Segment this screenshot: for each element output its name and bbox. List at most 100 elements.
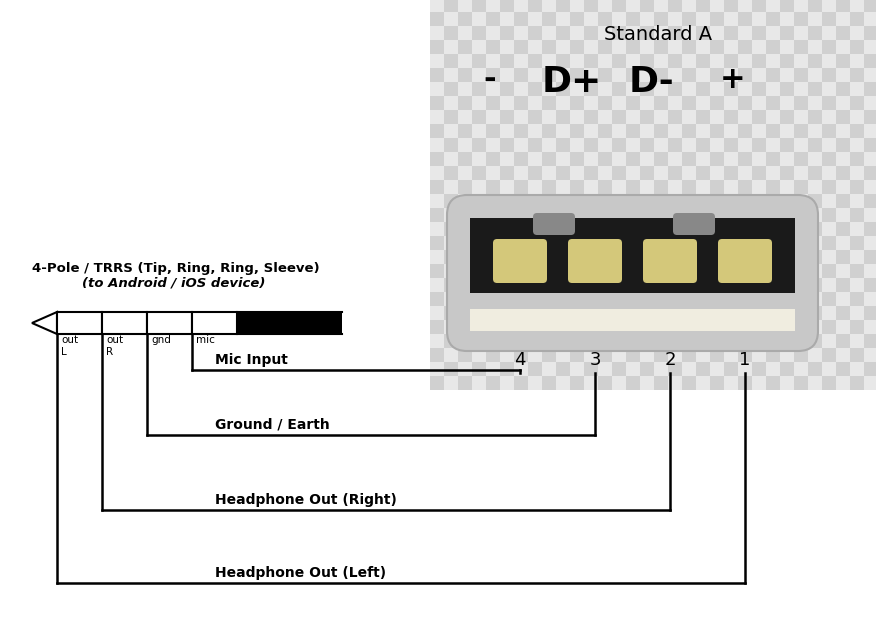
Bar (836, 138, 850, 152)
Bar (458, 376, 472, 390)
Bar (766, 12, 780, 26)
Bar (850, 292, 864, 306)
Bar (542, 264, 556, 278)
Bar (808, 96, 822, 110)
Bar (696, 278, 710, 292)
Bar (598, 362, 612, 376)
Bar (500, 12, 514, 26)
Bar (822, 376, 836, 390)
Bar (458, 194, 472, 208)
Bar (584, 236, 598, 250)
Bar (696, 250, 710, 264)
Bar (668, 376, 682, 390)
Bar (682, 0, 696, 12)
Bar (612, 26, 626, 40)
Bar (710, 292, 724, 306)
Bar (710, 110, 724, 124)
Bar (514, 54, 528, 68)
Bar (472, 12, 486, 26)
Bar (794, 306, 808, 320)
Bar (850, 306, 864, 320)
Bar (710, 222, 724, 236)
Bar (598, 194, 612, 208)
Bar (738, 362, 752, 376)
Bar (570, 26, 584, 40)
Bar (500, 208, 514, 222)
Bar (584, 208, 598, 222)
Bar (780, 152, 794, 166)
Bar (780, 292, 794, 306)
Bar (556, 124, 570, 138)
Bar (724, 376, 738, 390)
Bar (528, 208, 542, 222)
Bar (430, 0, 444, 12)
Bar (500, 40, 514, 54)
Bar (500, 26, 514, 40)
Bar (528, 376, 542, 390)
Bar (444, 26, 458, 40)
Bar (584, 376, 598, 390)
Bar (822, 250, 836, 264)
Bar (654, 180, 668, 194)
Bar (794, 292, 808, 306)
Bar (724, 278, 738, 292)
Bar (612, 222, 626, 236)
Bar (584, 306, 598, 320)
Bar (612, 348, 626, 362)
Bar (584, 180, 598, 194)
Bar (612, 12, 626, 26)
Bar (472, 236, 486, 250)
Bar (752, 292, 766, 306)
Bar (626, 208, 640, 222)
Bar (682, 236, 696, 250)
Bar (766, 278, 780, 292)
Bar (864, 292, 876, 306)
Bar (836, 180, 850, 194)
Bar (570, 250, 584, 264)
Bar (822, 138, 836, 152)
Bar (556, 166, 570, 180)
Bar (668, 0, 682, 12)
Bar (570, 292, 584, 306)
Text: gnd: gnd (151, 335, 171, 345)
Bar (430, 348, 444, 362)
Bar (738, 180, 752, 194)
Bar (738, 376, 752, 390)
Bar (444, 376, 458, 390)
Bar (794, 362, 808, 376)
Bar (808, 194, 822, 208)
Bar (514, 306, 528, 320)
Bar (500, 348, 514, 362)
Bar (850, 348, 864, 362)
Bar (556, 208, 570, 222)
Bar (640, 26, 654, 40)
Bar (514, 376, 528, 390)
Bar (542, 208, 556, 222)
Bar (444, 124, 458, 138)
Bar (570, 180, 584, 194)
Bar (626, 68, 640, 82)
Bar (808, 166, 822, 180)
Bar (724, 12, 738, 26)
Bar (598, 236, 612, 250)
Bar (598, 264, 612, 278)
Bar (444, 82, 458, 96)
Bar (766, 306, 780, 320)
Bar (822, 110, 836, 124)
Bar (598, 96, 612, 110)
Bar (486, 166, 500, 180)
Bar (738, 26, 752, 40)
Bar (850, 376, 864, 390)
Bar (486, 138, 500, 152)
Bar (472, 376, 486, 390)
Bar (626, 26, 640, 40)
Bar (444, 0, 458, 12)
Bar (612, 306, 626, 320)
Bar (794, 0, 808, 12)
Bar (500, 138, 514, 152)
Bar (752, 334, 766, 348)
Bar (766, 138, 780, 152)
Bar (808, 362, 822, 376)
Bar (472, 68, 486, 82)
Bar (570, 334, 584, 348)
